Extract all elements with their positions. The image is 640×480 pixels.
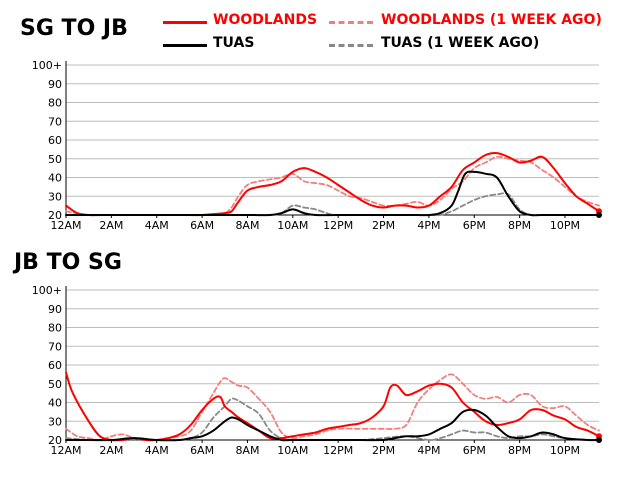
legend-swatch-woodlands-1-week-ago — [329, 21, 373, 24]
x-tick-label: 8PM — [508, 444, 531, 457]
x-tick-label: 4PM — [417, 219, 440, 232]
x-tick-label: 12PM — [323, 444, 353, 457]
x-tick-label: 10PM — [550, 219, 580, 232]
x-tick-label: 4PM — [417, 444, 440, 457]
y-tick-label: 90 — [48, 303, 62, 316]
y-tick-label: 100+ — [32, 59, 62, 72]
legend-label-woodlands-1-week-ago: WOODLANDS (1 WEEK AGO) — [381, 12, 602, 28]
x-tick-label: 2PM — [372, 219, 395, 232]
y-tick-label: 80 — [48, 97, 62, 110]
y-tick-label: 70 — [48, 115, 62, 128]
series-end-point-tuas — [596, 437, 602, 443]
x-tick-label: 8PM — [508, 219, 531, 232]
y-tick-label: 60 — [48, 134, 62, 147]
y-tick-label: 90 — [48, 78, 62, 91]
chart-title-jb-to-sg: JB TO SG — [14, 250, 122, 275]
y-tick-label: 50 — [48, 378, 62, 391]
x-tick-label: 2AM — [99, 219, 123, 232]
x-tick-label: 8AM — [235, 219, 259, 232]
x-tick-label: 6PM — [463, 444, 486, 457]
series-line-tuas — [65, 170, 600, 217]
y-tick-label: 20 — [48, 209, 62, 222]
x-tick-label: 10PM — [550, 444, 580, 457]
x-tick-label: 10AM — [277, 219, 308, 232]
x-tick-label: 6PM — [463, 219, 486, 232]
chart-sg-to-jb: 20 30 40 50 60 70 80 90 100+ 12AM 2AM 4AM 6AM 8AM 10AM… — [32, 59, 602, 232]
legend-swatch-woodlands — [163, 21, 207, 24]
y-tick-label: 40 — [48, 397, 62, 410]
y-tick-label: 100+ — [32, 284, 62, 297]
x-tick-label: 8AM — [235, 444, 259, 457]
chart-jb-to-sg: 20 30 40 50 60 70 80 90 100+ 12AM 2AM 4AM 6AM 8AM 10AM… — [32, 284, 602, 457]
x-tick-label: 4AM — [145, 219, 169, 232]
x-tick-label: 12AM — [50, 444, 81, 457]
legend-label-tuas-1-week-ago: TUAS (1 WEEK AGO) — [381, 35, 540, 51]
y-tick-label: 30 — [48, 190, 62, 203]
legend-swatch-tuas-1-week-ago — [329, 44, 373, 47]
chart-title-sg-to-jb: SG TO JB — [20, 16, 128, 41]
x-tick-label: 6AM — [190, 444, 214, 457]
y-tick-label: 70 — [48, 340, 62, 353]
y-tick-label: 40 — [48, 172, 62, 185]
x-tick-label: 12AM — [50, 219, 81, 232]
series-line-woodlands-1-week-ago — [65, 155, 600, 217]
legend-label-woodlands: WOODLANDS — [213, 12, 318, 28]
series-line-woodlands — [65, 152, 600, 217]
x-tick-label: 12PM — [323, 219, 353, 232]
x-tick-label: 10AM — [277, 444, 308, 457]
series-line-tuas — [65, 408, 600, 442]
legend: WOODLANDS WOODLANDS (1 WEEK AGO) TUAS TU… — [0, 0, 640, 60]
series-end-point-tuas — [596, 212, 602, 218]
x-tick-label: 2AM — [99, 444, 123, 457]
x-tick-label: 2PM — [372, 444, 395, 457]
y-tick-label: 80 — [48, 322, 62, 335]
y-tick-label: 50 — [48, 153, 62, 166]
y-tick-label: 20 — [48, 434, 62, 447]
x-tick-label: 6AM — [190, 219, 214, 232]
x-tick-label: 4AM — [145, 444, 169, 457]
y-tick-label: 30 — [48, 415, 62, 428]
y-tick-label: 60 — [48, 359, 62, 372]
legend-swatch-tuas — [163, 44, 207, 47]
legend-label-tuas: TUAS — [213, 35, 255, 51]
